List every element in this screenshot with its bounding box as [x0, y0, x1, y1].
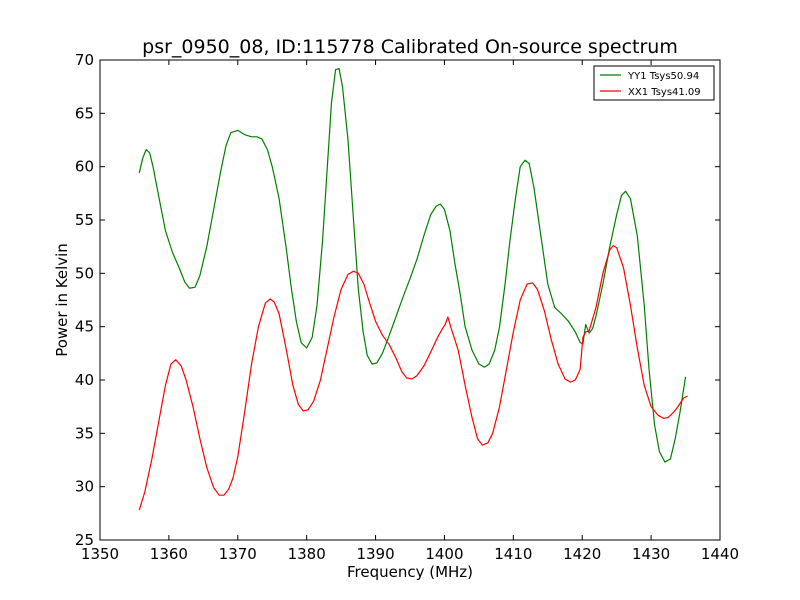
legend: YY1 Tsys50.94 XX1 Tsys41.09	[593, 65, 715, 101]
x-tick-label: 1420	[563, 545, 601, 563]
y-tick-label: 60	[75, 158, 94, 176]
y-tick-label: 30	[75, 478, 94, 496]
x-tick-label: 1430	[632, 545, 670, 563]
y-tick-label: 65	[75, 104, 94, 122]
legend-box	[593, 65, 715, 101]
y-tick-label: 50	[75, 264, 94, 282]
y-tick-label: 55	[75, 211, 94, 229]
chart-title: psr_0950_08, ID:115778 Calibrated On-sou…	[142, 36, 678, 58]
x-tick-label: 1380	[288, 545, 326, 563]
legend-entry: YY1 Tsys50.94	[627, 71, 699, 82]
x-tick-label: 1410	[494, 545, 532, 563]
y-axis-label: Power in Kelvin	[53, 243, 71, 357]
x-tick-label: 1360	[150, 545, 188, 563]
series-line-xx1	[138, 245, 688, 511]
legend-entry: XX1 Tsys41.09	[628, 87, 701, 98]
y-tick-label: 70	[75, 51, 94, 69]
axis-ticks: 1350 1360 1370 1380 1390 1400 1410 1420 1430 1440…	[75, 51, 739, 563]
y-tick-label: 40	[75, 371, 94, 389]
x-tick-label: 1370	[219, 545, 257, 563]
x-tick-label: 1390	[356, 545, 394, 563]
plot-frame	[99, 59, 721, 541]
x-tick-label: 1400	[425, 545, 463, 563]
y-tick-label: 45	[75, 318, 94, 336]
series-line-yy1	[138, 67, 687, 463]
y-tick-label: 25	[75, 531, 94, 549]
x-tick-label: 1350	[81, 545, 119, 563]
plot-area	[138, 67, 688, 511]
x-tick-label: 1440	[701, 545, 739, 563]
x-axis-label: Frequency (MHz)	[347, 563, 473, 581]
y-tick-label: 35	[75, 424, 94, 442]
